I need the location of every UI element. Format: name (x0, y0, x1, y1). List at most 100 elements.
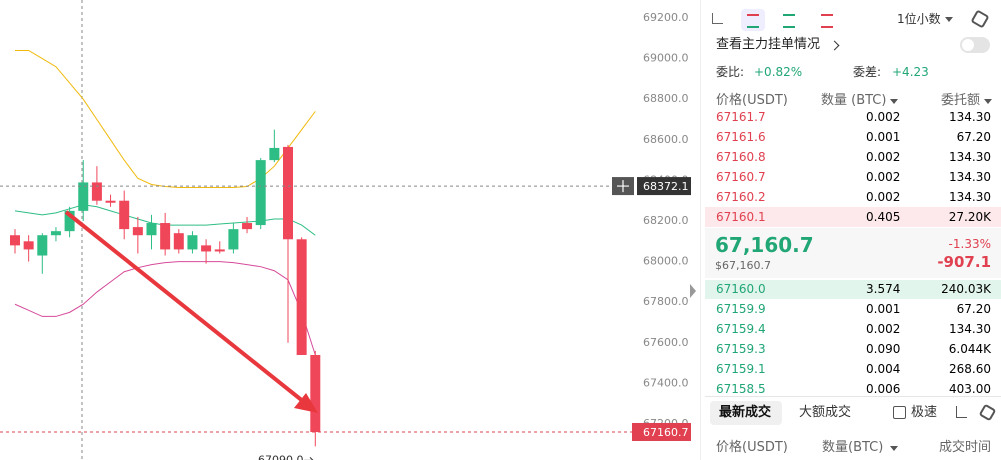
icon-both (747, 14, 759, 28)
icon-asks[interactable] (821, 14, 833, 28)
candle-body (296, 239, 307, 355)
low-label: 67090.0 (258, 453, 304, 460)
last-price-usd: $67,160.7 (715, 259, 771, 272)
header-qty[interactable]: 数量 (BTC) (821, 93, 887, 108)
plus-icon (617, 180, 629, 193)
candle-body (10, 235, 20, 246)
ratio-label: 委比: (716, 65, 745, 79)
chevron (829, 40, 840, 51)
candle-body (173, 233, 184, 250)
last-price-label-bg (632, 422, 691, 441)
change-pct: -1.33% (948, 237, 991, 251)
candle-body (269, 147, 280, 161)
candle-body (228, 229, 239, 250)
candle-body (310, 354, 321, 432)
band-upper (15, 49, 316, 189)
y-tick-label: 67400.0 (643, 376, 689, 389)
amount: 67.20 (956, 130, 991, 144)
annotation-arrow (64, 210, 306, 404)
y-tick-label: 68000.0 (643, 255, 689, 268)
amount: 134.30 (949, 190, 991, 204)
toggle-knob (962, 39, 974, 51)
candle-body (214, 249, 225, 252)
tab-large[interactable]: 大额成交 (799, 405, 852, 420)
quantity: 0.001 (866, 130, 901, 144)
quantity: 0.004 (866, 362, 901, 376)
quantity: 0.001 (866, 302, 901, 316)
candle-body (50, 231, 61, 236)
amount: 134.30 (949, 150, 991, 164)
band-lower (14, 261, 316, 356)
quantity: 0.002 (866, 170, 901, 184)
sort-icon[interactable] (956, 406, 967, 418)
crosshair-label: 68372.1 (643, 180, 689, 193)
y-tick-label: 68800.0 (643, 92, 689, 105)
amount: 403.00 (949, 382, 991, 395)
dropdown-arrow (945, 17, 953, 22)
ask-row: 67160.1 0.405 27.20K (705, 207, 1001, 227)
price: 67159.9 (716, 302, 766, 316)
candle-body (201, 245, 212, 252)
header-price: 价格(USDT) (716, 93, 788, 108)
header-amount[interactable]: 委托额 (940, 93, 980, 108)
bid-row: 67158.5 0.006 403.00 (705, 379, 1001, 395)
icon-bids[interactable] (783, 14, 795, 28)
candle-body (37, 235, 48, 256)
amount: 268.60 (949, 362, 991, 376)
price: 67161.7 (716, 110, 766, 124)
price: 67160.2 (716, 190, 766, 204)
separator (705, 396, 1001, 397)
bid-row: 67159.9 0.001 67.20 (705, 299, 1001, 319)
bids: 67160.0 3.574 240.03K 67159.9 0.001 67.20 6715… (705, 280, 1001, 395)
amount: 134.30 (949, 110, 991, 124)
amount: 240.03K (941, 282, 991, 296)
tab-bg (710, 401, 782, 425)
trades-header-price: 价格(USDT) (716, 440, 788, 455)
trades-header-qty[interactable]: 数量(BTC) (822, 440, 884, 455)
bid-row: 67159.4 0.002 134.30 (705, 319, 1001, 339)
main-orders-link[interactable]: 查看主力挂单情况 (716, 37, 821, 52)
collapse-handle[interactable] (690, 284, 696, 298)
trade-settings[interactable] (978, 403, 997, 422)
dropdown-arrow (984, 99, 992, 104)
price: 67160.7 (716, 170, 766, 184)
candle-body (146, 223, 157, 236)
price: 67161.6 (716, 130, 766, 144)
dropdown-arrow (890, 446, 898, 451)
precision[interactable]: 1位小数 (897, 12, 941, 26)
price: 67158.5 (716, 382, 766, 395)
candle-body (119, 200, 130, 230)
candle-body (23, 241, 34, 250)
quantity: 0.405 (866, 210, 901, 224)
checkbox[interactable] (893, 406, 906, 419)
quantity: 0.002 (866, 150, 901, 164)
bid-row: 67160.0 3.574 240.03K (705, 280, 1001, 299)
candle-body (132, 227, 143, 236)
low-arrow (304, 456, 314, 460)
candle-body (283, 146, 293, 240)
ask-row: 67160.8 0.002 134.30 (705, 147, 1001, 167)
candle-body (91, 182, 102, 201)
price: 67159.3 (716, 342, 766, 356)
last-price-label: 67160.7 (643, 426, 689, 439)
quantity: 0.006 (866, 382, 901, 395)
ask-row: 67160.2 0.002 134.30 (705, 187, 1001, 207)
price: 67159.4 (716, 322, 766, 336)
candle-body (242, 223, 253, 230)
ask-row: 67161.7 0.002 134.30 (705, 108, 1001, 127)
y-tick-label: 67800.0 (643, 295, 689, 308)
quantity: 0.002 (866, 322, 901, 336)
amount: 27.20K (948, 210, 991, 224)
amount: 67.20 (956, 302, 991, 316)
quantity: 3.574 (866, 282, 901, 296)
y-tick-label: 67600.0 (643, 336, 689, 349)
price: 67160.8 (716, 150, 766, 164)
annotation-arrowhead (294, 393, 318, 413)
settings-icon[interactable] (970, 9, 990, 29)
icon-layout[interactable] (712, 13, 723, 24)
price: 67160.1 (716, 210, 766, 224)
tab-latest[interactable]: 最新成交 (719, 405, 772, 420)
price-chart: 69200.069000.068800.068600.068400.068200… (0, 0, 696, 460)
change: -907.1 (937, 253, 991, 271)
